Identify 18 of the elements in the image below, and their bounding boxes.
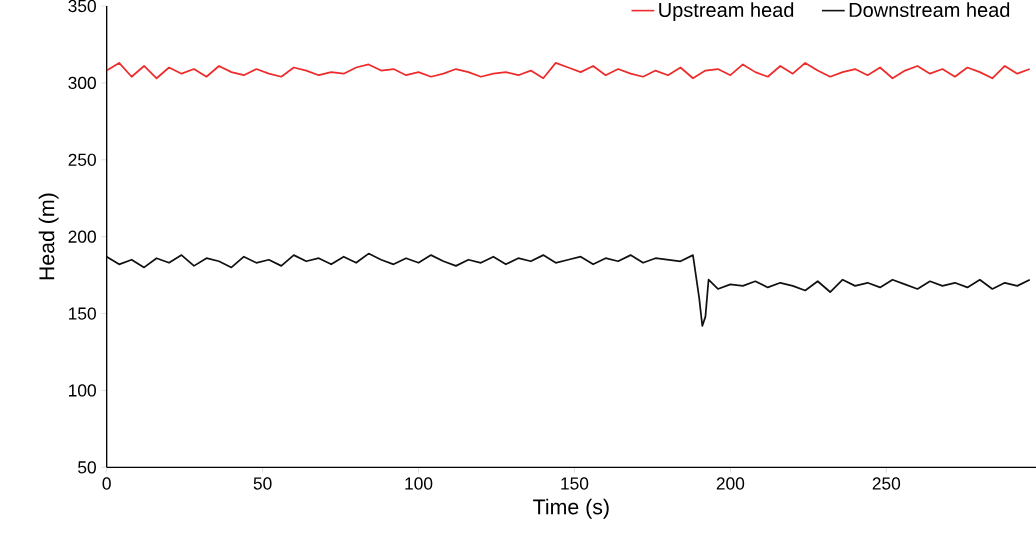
y-tick-label: 250 bbox=[68, 153, 96, 166]
x-tick-label: 150 bbox=[561, 477, 589, 490]
y-tick-label: 350 bbox=[68, 0, 96, 13]
y-tick-label: 100 bbox=[69, 384, 96, 397]
x-tick-label: 0 bbox=[102, 477, 111, 490]
x-tick-label: 200 bbox=[716, 477, 745, 490]
y-tick-label: 300 bbox=[68, 76, 96, 90]
y-axis-title: Head (m) bbox=[38, 193, 59, 280]
y-tick-label: 200 bbox=[68, 230, 96, 243]
x-tick-label: 50 bbox=[253, 477, 272, 490]
x-tick-label: 250 bbox=[872, 477, 901, 490]
y-tick-label: 50 bbox=[78, 461, 96, 474]
line-series bbox=[106, 62, 1031, 80]
x-tick-label: 100 bbox=[405, 477, 433, 490]
y-tick-label: 150 bbox=[69, 307, 96, 320]
x-axis-title: Time (s) bbox=[533, 498, 609, 519]
legend-label: Downstream head bbox=[849, 2, 1010, 18]
legend-label: Upstream head bbox=[659, 2, 794, 21]
